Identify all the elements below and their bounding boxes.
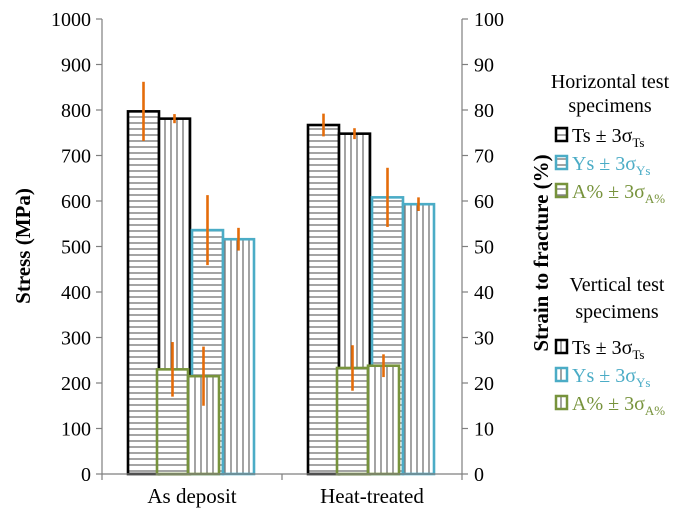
legend-vertical-ys-text: Ys ± 3σ <box>572 365 636 387</box>
legend-vertical-a-subscript: A% <box>645 403 665 418</box>
legend-vertical-ts-label: Ts ± 3σTs <box>572 337 644 362</box>
left-y-tick-label: 400 <box>61 282 91 304</box>
left-y-tick-label: 100 <box>61 419 91 441</box>
left-y-tick-label: 700 <box>61 146 91 168</box>
legend-horizontal-a-label: A% ± 3σA% <box>572 181 665 206</box>
left-y-tick-label: 0 <box>81 464 91 486</box>
right-y-axis-label: Strain to fracture (%) <box>529 154 553 351</box>
legend-vertical-ys-label: Ys ± 3σYs <box>572 365 650 390</box>
left-y-tick-label: 300 <box>61 328 91 350</box>
legend-horizontal-a-subscript: A% <box>645 191 665 206</box>
left-y-tick-label: 200 <box>61 373 91 395</box>
right-y-tick-label: 10 <box>474 419 494 441</box>
legend-vertical-ys: Ys ± 3σYs <box>554 365 650 390</box>
right-y-tick-label: 100 <box>474 9 504 31</box>
legend-horizontal-ys-swatch <box>554 154 569 171</box>
legend-horizontal-ts-swatch <box>554 126 569 143</box>
right-y-tick-label: 90 <box>474 55 494 77</box>
left-y-axis-label: Stress (MPa) <box>11 188 35 304</box>
legend-horizontal-ys-text: Ys ± 3σ <box>572 153 636 175</box>
legend-horizontal-ys-subscript: Ys <box>636 163 650 178</box>
bar-a-vertical-heat-treated <box>366 364 401 476</box>
error-bars-layer <box>142 81 420 406</box>
right-y-tick-label: 20 <box>474 373 494 395</box>
legend-vertical-ts-text: Ts ± 3σ <box>572 337 633 359</box>
bar-ts-horizontal-heat-treated <box>306 123 341 476</box>
left-y-tick-label: 500 <box>61 237 91 259</box>
bar-ts-horizontal-as-deposit <box>126 110 161 476</box>
right-y-tick-label: 50 <box>474 237 494 259</box>
legend-horizontal-a: A% ± 3σA% <box>554 181 665 206</box>
bars-layer <box>126 110 436 476</box>
legend-vertical-ys-swatch <box>554 366 569 383</box>
left-y-tick-label: 800 <box>61 100 91 122</box>
legend-vertical-ts-subscript: Ts <box>632 347 644 362</box>
legend-horizontal-title-line-2: specimens <box>568 95 652 117</box>
bar-ys-vertical-as-deposit <box>221 237 256 476</box>
legend-horizontal-title-line-1: Horizontal test <box>551 71 670 93</box>
legend-horizontal-ys-label: Ys ± 3σYs <box>572 153 650 178</box>
left-y-tick-label: 600 <box>61 191 91 213</box>
right-y-tick-label: 0 <box>474 464 484 486</box>
legend-vertical-a: A% ± 3σA% <box>554 393 665 418</box>
x-category-label: Heat-treated <box>320 484 424 508</box>
legend-vertical-a-swatch <box>554 394 569 411</box>
bar-ys-vertical-heat-treated <box>401 202 436 476</box>
legend: Horizontal test specimens Ts ± 3σTs Ys ±… <box>551 71 670 418</box>
legend-horizontal-a-swatch <box>554 182 569 199</box>
left-y-tick-label: 1000 <box>51 9 91 31</box>
legend-horizontal-ts-label: Ts ± 3σTs <box>572 125 644 150</box>
right-y-tick-label: 30 <box>474 328 494 350</box>
legend-horizontal-ts-subscript: Ts <box>632 135 644 150</box>
legend-horizontal-ys: Ys ± 3σYs <box>554 153 650 178</box>
right-y-tick-label: 80 <box>474 100 494 122</box>
legend-horizontal-a-text: A% ± 3σ <box>572 181 645 203</box>
right-y-tick-label: 70 <box>474 146 494 168</box>
ticks-layer: 0 100 200 300 400 500 600 700 800 900 1000 0 10 20 30 4… <box>51 9 504 508</box>
left-y-tick-label: 900 <box>61 55 91 77</box>
legend-vertical-ts-swatch <box>554 338 569 355</box>
legend-vertical-a-label: A% ± 3σA% <box>572 393 665 418</box>
legend-horizontal-ts: Ts ± 3σTs <box>554 125 644 150</box>
legend-vertical-title-line-1: Vertical test <box>570 274 665 296</box>
legend-vertical-ts: Ts ± 3σTs <box>554 337 644 362</box>
right-y-tick-label: 40 <box>474 282 494 304</box>
right-y-tick-label: 60 <box>474 191 494 213</box>
legend-horizontal-ts-text: Ts ± 3σ <box>572 125 633 147</box>
legend-vertical-title-line-2: specimens <box>575 301 659 323</box>
legend-vertical-ys-subscript: Ys <box>636 375 650 390</box>
legend-vertical-a-text: A% ± 3σ <box>572 393 645 415</box>
x-category-label: As deposit <box>147 484 236 508</box>
